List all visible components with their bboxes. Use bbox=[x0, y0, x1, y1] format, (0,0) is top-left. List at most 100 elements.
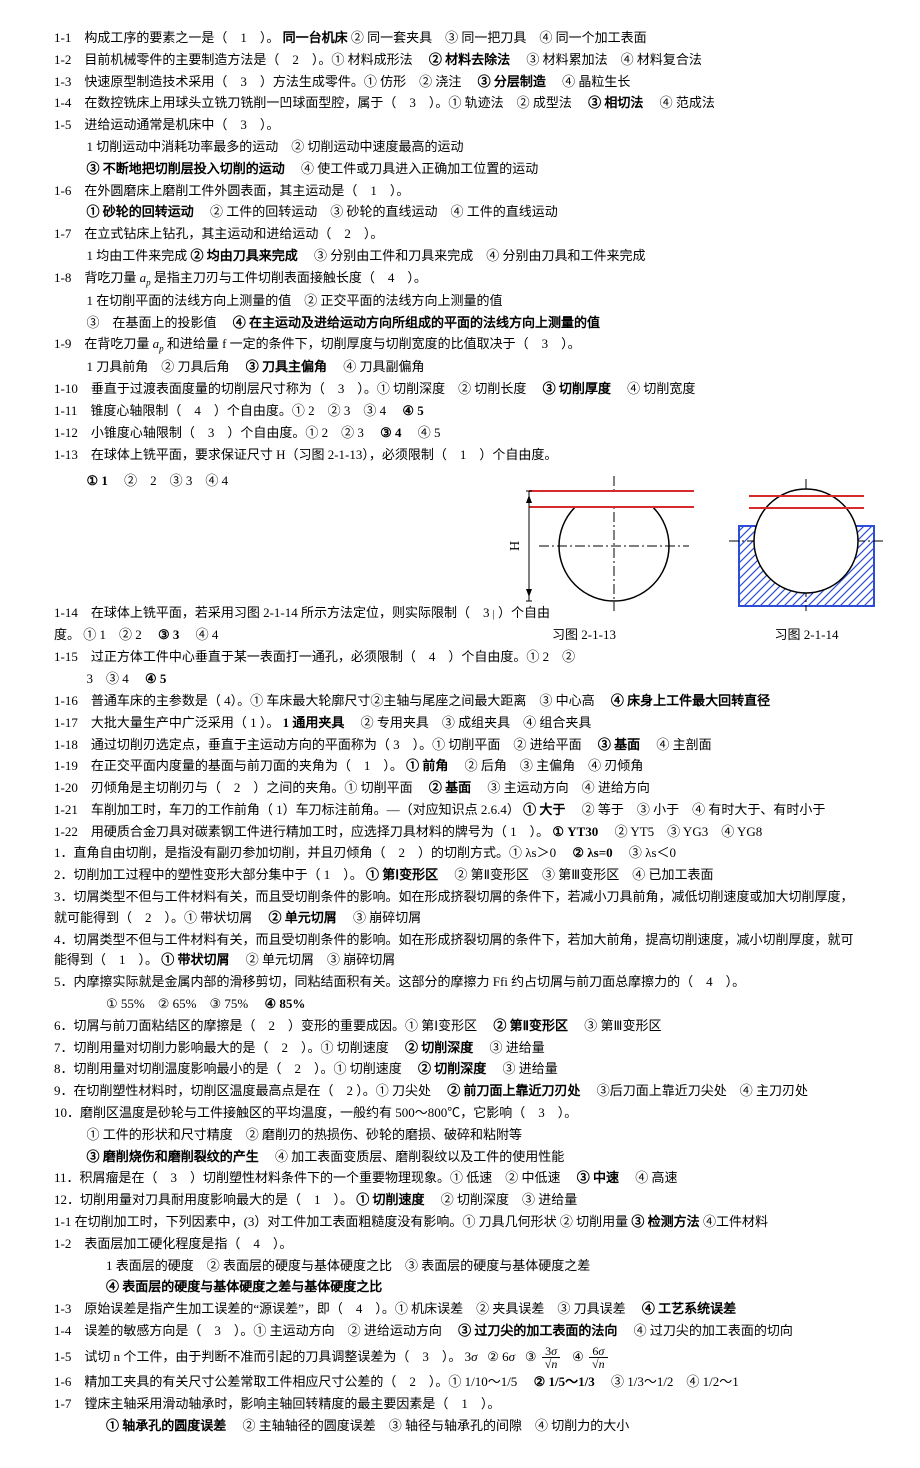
s9: 9．在切削塑性材料时，切削区温度最高点是在（ 2 ）。① 刀尖处 ② 前刀面上靠… bbox=[54, 1081, 866, 1102]
text: 1-17 大批大量生产中广泛采用（ 1 ）。 bbox=[54, 715, 279, 730]
q-1-19: 1-19 在正交平面内度量的基面与前刀面的夹角为（ 1 ）。 ① 前角 ② 后角… bbox=[54, 756, 866, 777]
s5-l2: ① 55% ② 65% ③ 75% ④ 85% bbox=[54, 994, 866, 1015]
answer: ① 切削速度 bbox=[356, 1192, 424, 1207]
s11: 11．积屑瘤是在（ 3 ）切削塑性材料条件下的一个重要物理现象。① 低速 ② 中… bbox=[54, 1168, 866, 1189]
fig-2-1-14-svg bbox=[719, 471, 894, 616]
r1-1: 1-1 在切削加工时，下列因素中，(3）对工件加工表面粗糙度没有影响。① 刀具几… bbox=[54, 1212, 866, 1233]
r1-2: 1-2 表面层加工硬化程度是指（ 4 ）。 bbox=[54, 1234, 866, 1255]
opts: ③ 1/3～1/2 ④ 1/2～1 bbox=[598, 1374, 739, 1389]
s10-l2: ① 工件的形状和尺寸精度 ② 磨削刃的热损伤、砂轮的磨损、破碎和粘附等 bbox=[54, 1125, 866, 1146]
opts: ④ 加工表面变质层、磨削裂纹以及工件的使用性能 bbox=[262, 1149, 564, 1164]
opts: ④ 刀具副偏角 bbox=[330, 359, 424, 374]
r1-5: 1-5 试切 n 个工件，由于判断不准而引起的刀具调整误差为（ 3 ）。 3σ … bbox=[54, 1343, 866, 1372]
opts: ③ λs＜0 bbox=[616, 845, 676, 860]
q-1-17: 1-17 大批大量生产中广泛采用（ 1 ）。 1 通用夹具 ② 专用夹具 ③ 成… bbox=[54, 713, 866, 734]
text: 8．切削用量对切削温度影响最小的是（ 2 ）。① 切削速度 bbox=[54, 1061, 415, 1076]
q-1-2: 1-2 目前机械零件的主要制造方法是（ 2 ）。① 材料成形法 ② 材料去除法 … bbox=[54, 50, 866, 71]
opts: ③ 第Ⅲ变形区 bbox=[571, 1018, 661, 1033]
opts: ② 单元切屑 ③ 崩碎切屑 bbox=[233, 952, 396, 967]
fraction-6sigma: 6σ√n bbox=[589, 1345, 608, 1370]
answer: ① 带状切屑 bbox=[161, 952, 229, 967]
opts: ① 55% ② 65% ③ 75% bbox=[106, 996, 261, 1011]
q-1-5-l3: ③ 不断地把切削层投入切削的运动 ④ 使工件或刀具进入正确加工位置的运动 bbox=[54, 159, 866, 180]
opts: ④ 过刀尖的加工表面的切向 bbox=[621, 1323, 793, 1338]
s10-l3: ③ 磨削烧伤和磨削裂纹的产生 ④ 加工表面变质层、磨削裂纹以及工件的使用性能 bbox=[54, 1147, 866, 1168]
q-1-7-l2: 1 均由工件来完成 ② 均由刀具来完成 ③ 分别由工件和刀具来完成 ④ 分别由刀… bbox=[54, 246, 866, 267]
s4: 4．切屑类型不但与工件材料有关，而且受切削条件的影响。如在形成挤裂切屑的条件下，… bbox=[54, 930, 866, 972]
r1-2-l3: ④ 表面层的硬度与基体硬度之差与基体硬度之比 bbox=[54, 1277, 866, 1298]
opts: ④ 高速 bbox=[622, 1170, 677, 1185]
q-1-9-stem: 1-9 在背吃刀量 ap 和进给量 f 一定的条件下，切削厚度与切削宽度的比值取… bbox=[54, 334, 866, 356]
answer: ④ 5 bbox=[145, 671, 166, 686]
answer: ① 前角 bbox=[406, 758, 448, 773]
s5: 5．内摩擦实际就是金属内部的滑移剪切，同粘结面积有关。这部分的摩擦力 Ffi 约… bbox=[54, 972, 866, 993]
answer: ③ 基面 bbox=[598, 737, 640, 752]
s2: 2．切削加工过程中的塑性变形大部分集中于（ 1 ）。 ① 第Ⅰ变形区 ② 第Ⅱ变… bbox=[54, 865, 866, 886]
opts: ② 同一套夹具 ③ 同一把刀具 ④ 同一个加工表面 bbox=[351, 30, 647, 45]
answer: ③ 3 bbox=[158, 627, 179, 642]
s3: 3．切屑类型不但与工件材料有关，而且受切削条件的影响。如在形成挤裂切屑的条件下，… bbox=[54, 887, 866, 929]
opts: ② 等于 ③ 小于 ④ 有时大于、有时小于 bbox=[569, 802, 826, 817]
text: 1-3 原始误差是指产生加工误差的“源误差”，即（ 4 ）。① 机床误差 ② 夹… bbox=[54, 1301, 639, 1316]
r1-7: 1-7 镗床主轴采用滑动轴承时，影响主轴回转精度的最主要因素是（ 1 ）。 bbox=[54, 1394, 866, 1415]
fig-2-1-13-svg: H bbox=[469, 471, 699, 616]
s10: 10．磨削区温度是砂轮与工件接触区的平均温度，一般约有 500～800℃，它影响… bbox=[54, 1103, 866, 1124]
answer: ④ 床身上工件最大回转直径 bbox=[611, 693, 770, 708]
r1-3: 1-3 原始误差是指产生加工误差的“源误差”，即（ 4 ）。① 机床误差 ② 夹… bbox=[54, 1299, 866, 1320]
opt4: ④ bbox=[572, 1349, 584, 1364]
answer: 同一台机床 bbox=[283, 30, 348, 45]
answer: ④ 5 bbox=[402, 403, 423, 418]
answer: ③ 中速 bbox=[577, 1170, 619, 1185]
q-1-15: 1-15 过正方体工件中心垂直于某一表面打一通孔，必须限制（ 4 ）个自由度。①… bbox=[54, 647, 866, 668]
opts: ④ 使工件或刀具进入正确加工位置的运动 bbox=[288, 161, 538, 176]
text: 1-19 在正交平面内度量的基面与前刀面的夹角为（ 1 ）。 bbox=[54, 758, 403, 773]
answer: ③ 分层制造 bbox=[478, 74, 546, 89]
text: 1-16 普通车床的主参数是（ 4）。① 车床最大轮廓尺寸②主轴与尾座之间最大距… bbox=[54, 693, 608, 708]
text: 3．切屑类型不但与工件材料有关，而且受切削条件的影响。如在形成挤裂切屑的条件下，… bbox=[54, 889, 854, 925]
answer: ③ 相切法 bbox=[588, 95, 643, 110]
symbol: ap bbox=[153, 336, 164, 351]
text: 2．切削加工过程中的塑性变形大部分集中于（ 1 ）。 bbox=[54, 867, 363, 882]
fraction-3sigma: 3σ√n bbox=[542, 1345, 561, 1370]
opts: ③ 进给量 bbox=[477, 1040, 545, 1055]
sub: p bbox=[146, 277, 151, 287]
q-1-11: 1-11 锥度心轴限制（ 4 ）个自由度。① 2 ② 3 ③ 4 ④ 5 bbox=[54, 401, 866, 422]
fig-2-1-13-caption: 习图 2-1-13 bbox=[469, 625, 699, 646]
text: 1-22 用硬质合金刀具对碳素钢工件进行精加工时，应选择刀具材料的牌号为（ 1 … bbox=[54, 824, 549, 839]
answer: ② 材料去除法 bbox=[429, 52, 510, 67]
opts: ④ 4 bbox=[183, 627, 219, 642]
q-1-8-stem: 1-8 背吃刀量 ap 是指主刀刃与工件切削表面接触长度（ 4 ）。 bbox=[54, 268, 866, 290]
opts: 1 刀具前角 ② 刀具后角 bbox=[87, 359, 243, 374]
r1-7-l2: ① 轴承孔的圆度误差 ② 主轴轴径的圆度误差 ③ 轴径与轴承孔的间隙 ④ 切削力… bbox=[54, 1416, 866, 1437]
opt3: ③ bbox=[525, 1349, 537, 1364]
answer: ② 切削深度 bbox=[405, 1040, 473, 1055]
q-1-3: 1-3 快速原型制造技术采用（ 3 ）方法生成零件。① 仿形 ② 浇注 ③ 分层… bbox=[54, 72, 866, 93]
text: 11．积屑瘤是在（ 3 ）切削塑性材料条件下的一个重要物理现象。① 低速 ② 中… bbox=[54, 1170, 574, 1185]
text: 1-21 车削加工时，车刀的工作前角（ 1）车刀标注前角。—（对应知识点 2.6… bbox=[54, 802, 520, 817]
text: 1．直角自由切削，是指没有副刃参加切削，并且刃倾角（ 2 ）的切削方式。① λs… bbox=[54, 845, 569, 860]
opts: ② YT5 ③ YG3 ④ YG8 bbox=[602, 824, 763, 839]
r1-6: 1-6 精加工夹具的有关尺寸公差常取工件相应尺寸公差的（ 2 ）。① 1/10～… bbox=[54, 1372, 866, 1393]
sigma-icon: σ bbox=[509, 1349, 515, 1364]
s8: 8．切削用量对切削温度影响最小的是（ 2 ）。① 切削速度 ② 切削深度 ③ 进… bbox=[54, 1059, 866, 1080]
s6: 6．切屑与前刀面粘结区的摩擦是（ 2 ）变形的重要成因。① 第Ⅰ变形区 ② 第Ⅱ… bbox=[54, 1016, 866, 1037]
answer: ② 基面 bbox=[429, 780, 471, 795]
opts: ④工件材料 bbox=[703, 1214, 768, 1229]
text: 1-1 构成工序的要素之一是（ 1 ）。 bbox=[54, 30, 279, 45]
q-1-20: 1-20 刃倾角是主切削刃与（ 2 ）之间的夹角。① 切削平面 ② 基面 ③ 主… bbox=[54, 778, 866, 799]
figure-2-1-14: 习图 2-1-14 bbox=[719, 471, 894, 646]
q-1-8-l2: 1 在切削平面的法线方向上测量的值 ② 正交平面的法线方向上测量的值 bbox=[54, 291, 866, 312]
answer: ③ 切削厚度 bbox=[543, 381, 611, 396]
q-1-9-l2: 1 刀具前角 ② 刀具后角 ③ 刀具主偏角 ④ 刀具副偏角 bbox=[54, 357, 866, 378]
symbol: ap bbox=[140, 270, 151, 285]
figure-2-1-13: H 习图 2-1-13 bbox=[469, 471, 699, 646]
opts: ④ 切削宽度 bbox=[614, 381, 695, 396]
h-label: H bbox=[508, 541, 523, 551]
opts: ③后刀面上靠近刀尖处 ④ 主刀刃处 bbox=[584, 1083, 808, 1098]
opts: ④ 主剖面 bbox=[643, 737, 711, 752]
text: 7．切削用量对切削力影响最大的是（ 2 ）。① 切削速度 bbox=[54, 1040, 402, 1055]
opts: ② 专用夹具 ③ 成组夹具 ④ 组合夹具 bbox=[348, 715, 592, 730]
sigma-icon: σ bbox=[471, 1349, 477, 1364]
opts: ③ 进给量 bbox=[490, 1061, 558, 1076]
figure-row: ① 1 ② 2 ③ 3 ④ 4 1-14 在球体上铣平面，若采用习图 2-1-1… bbox=[54, 471, 866, 641]
